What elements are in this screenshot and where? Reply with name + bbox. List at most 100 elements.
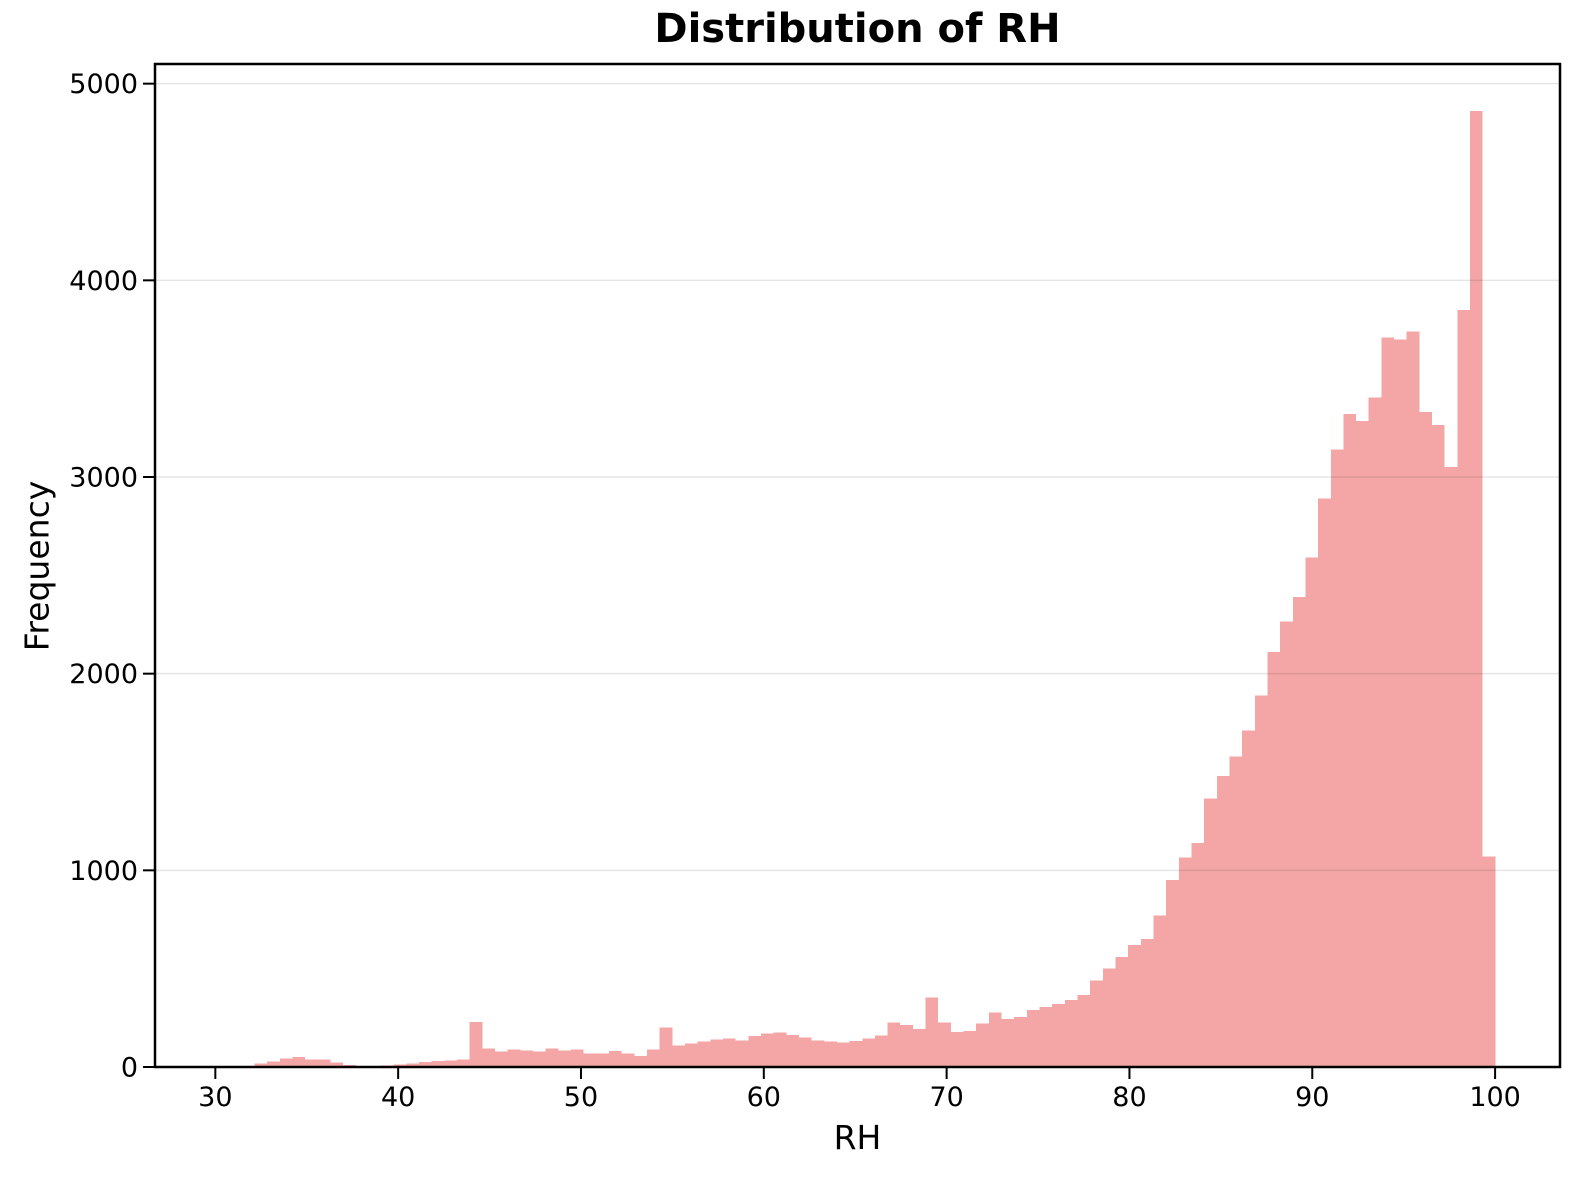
- histogram-bar: [1077, 994, 1091, 1067]
- histogram-bar: [1292, 596, 1306, 1067]
- histogram-bar: [1001, 1018, 1015, 1067]
- histogram-bar: [1039, 1007, 1053, 1067]
- histogram-bar: [1280, 621, 1293, 1067]
- histogram-bar: [406, 1063, 420, 1067]
- histogram-bar: [558, 1050, 572, 1067]
- histogram-bar: [760, 1033, 774, 1067]
- histogram-bar: [710, 1039, 723, 1067]
- histogram-bar: [1305, 557, 1319, 1067]
- histogram-bar: [1406, 331, 1420, 1068]
- histogram-bar: [279, 1058, 293, 1067]
- chart-title: Distribution of RH: [654, 6, 1061, 52]
- histogram-bar: [697, 1041, 711, 1067]
- histogram-bar: [571, 1049, 584, 1067]
- histogram-bar: [1368, 397, 1382, 1068]
- histogram-bar: [963, 1031, 977, 1067]
- histogram-bar: [912, 1029, 926, 1067]
- y-tick-label: 3000: [69, 463, 138, 494]
- histogram-bar: [988, 1012, 1002, 1067]
- histogram-bar: [292, 1056, 306, 1067]
- histogram-bar: [900, 1024, 913, 1067]
- histogram-bar: [1381, 337, 1395, 1067]
- histogram-bar: [1166, 880, 1179, 1067]
- histogram-bar: [824, 1041, 837, 1067]
- histogram-bar: [798, 1037, 812, 1067]
- histogram-bar: [874, 1035, 888, 1067]
- histogram-bar: [457, 1059, 470, 1067]
- histogram-bar: [836, 1042, 850, 1067]
- histogram-bar: [1090, 980, 1103, 1067]
- histogram-bar: [646, 1049, 660, 1067]
- histogram-bar: [1204, 798, 1217, 1067]
- histogram-bar: [1115, 956, 1129, 1067]
- histogram-bar: [1394, 339, 1407, 1068]
- axes-frame: [153, 62, 1562, 1069]
- histogram-bar: [1343, 414, 1357, 1067]
- histogram-bar: [1444, 467, 1458, 1067]
- histogram-bar: [1216, 775, 1230, 1067]
- histogram-bar: [495, 1051, 508, 1067]
- x-tick-label: 40: [381, 1082, 415, 1113]
- histogram-bar: [1318, 498, 1331, 1067]
- y-tick-label: 5000: [69, 69, 138, 100]
- histogram-bar: [1026, 1009, 1040, 1067]
- histogram-bar: [849, 1041, 863, 1067]
- histogram-bar: [1014, 1016, 1027, 1067]
- histogram-bar: [925, 997, 939, 1067]
- y-tick-label: 4000: [69, 266, 138, 297]
- histogram-bar: [520, 1050, 534, 1067]
- y-tick-label: 2000: [69, 659, 138, 690]
- histogram-bar: [887, 1022, 901, 1067]
- histogram-bar: [735, 1040, 749, 1067]
- x-tick-label: 50: [564, 1082, 598, 1113]
- y-tick-label: 1000: [69, 856, 138, 887]
- histogram-bar: [659, 1027, 673, 1067]
- histogram-bar: [1064, 1000, 1078, 1067]
- histogram-bar: [545, 1048, 559, 1067]
- histogram-bar: [1229, 756, 1243, 1067]
- x-tick-label: 80: [1112, 1082, 1146, 1113]
- x-axis-label: RH: [833, 1118, 882, 1157]
- histogram-bar: [773, 1032, 787, 1067]
- histogram-bar: [786, 1034, 799, 1067]
- histogram-bar: [583, 1053, 597, 1067]
- histogram-bar: [1470, 111, 1483, 1067]
- histogram-bar: [1140, 939, 1154, 1067]
- histogram-bar: [469, 1021, 483, 1067]
- histogram-bar: [1457, 309, 1471, 1068]
- histogram-bar: [305, 1059, 318, 1067]
- histogram-bar: [621, 1053, 635, 1067]
- histogram-bar: [1052, 1004, 1065, 1067]
- x-tick-label: 90: [1295, 1082, 1329, 1113]
- histogram-bar: [444, 1060, 458, 1067]
- histogram-bar: [254, 1063, 268, 1067]
- histogram-bar: [393, 1064, 407, 1067]
- histogram-bar: [431, 1060, 445, 1067]
- histogram-bar: [1267, 652, 1281, 1067]
- x-tick-label: 70: [929, 1082, 963, 1113]
- histogram-bar: [596, 1053, 609, 1067]
- histogram-bar: [609, 1050, 622, 1067]
- histogram-bar: [482, 1048, 496, 1067]
- histogram-bar: [317, 1059, 331, 1067]
- x-tick-label: 30: [198, 1082, 232, 1113]
- histogram-bar: [1242, 730, 1255, 1067]
- histogram-bar: [1254, 695, 1268, 1067]
- histogram-bar: [1432, 424, 1445, 1067]
- y-tick-label: 0: [121, 1053, 138, 1084]
- histogram-bar: [634, 1055, 647, 1067]
- histogram-bar: [1178, 857, 1192, 1067]
- histogram-bar: [267, 1061, 280, 1067]
- histogram-bar: [1191, 842, 1205, 1067]
- histogram-bar: [507, 1049, 521, 1067]
- histogram-bar: [1330, 449, 1344, 1068]
- histogram-bar: [748, 1035, 761, 1067]
- histogram-bar: [533, 1051, 546, 1067]
- x-tick-label: 60: [747, 1082, 781, 1113]
- histogram-bar: [672, 1045, 685, 1067]
- x-tick-label: 100: [1469, 1082, 1521, 1113]
- histogram-bar: [330, 1062, 344, 1067]
- histogram-bar: [950, 1031, 964, 1067]
